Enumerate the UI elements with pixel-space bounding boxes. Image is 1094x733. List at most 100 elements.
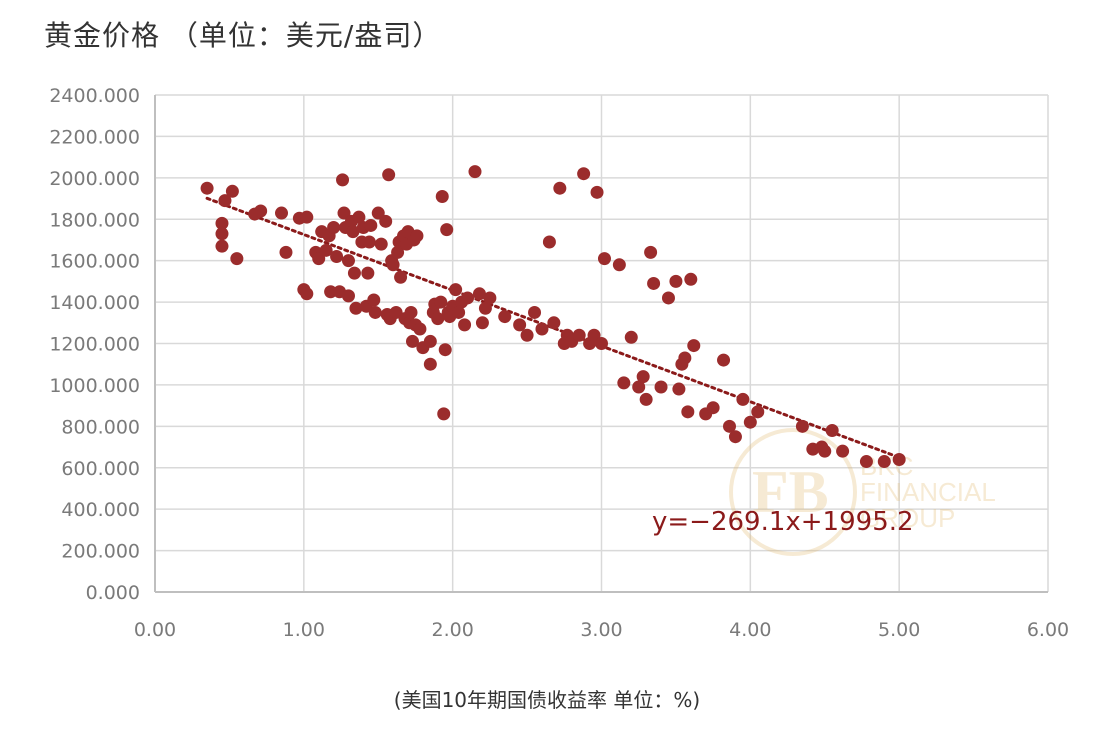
data-point [681,405,695,419]
data-point [572,328,586,342]
data-point [706,401,720,415]
data-point [312,252,326,266]
data-point [636,370,650,384]
data-point [836,444,850,458]
data-point [300,287,314,301]
data-point [431,312,445,326]
y-tick-label: 1000.000 [49,375,140,397]
trendline [205,196,901,459]
data-points [200,165,906,469]
x-tick-label: 2.00 [432,619,474,641]
data-point [877,455,891,469]
x-tick-label: 1.00 [283,619,325,641]
data-point [590,185,604,199]
data-point [520,328,534,342]
data-point [672,382,686,396]
data-point [410,229,424,243]
data-point [825,423,839,437]
y-tick-label: 1400.000 [49,292,140,314]
data-point [435,189,449,203]
data-point [577,167,591,181]
y-tick-label: 0.000 [86,582,140,604]
data-point [218,194,232,208]
data-point [394,270,408,284]
data-point [553,181,567,195]
y-tick-label: 200.000 [61,541,140,563]
data-point [423,334,437,348]
data-point [254,204,268,218]
data-point [452,305,466,319]
data-point [341,254,355,268]
data-point [624,330,638,344]
data-point [468,165,482,179]
y-tick-label: 600.000 [61,458,140,480]
y-tick-label: 2000.000 [49,168,140,190]
data-point [535,322,549,336]
data-point [361,266,375,280]
data-point [654,380,668,394]
data-point [434,295,448,309]
data-point [405,334,419,348]
data-point [404,305,418,319]
data-point [368,305,382,319]
data-point [200,181,214,195]
data-point [587,328,601,342]
x-tick-label: 6.00 [1027,619,1069,641]
data-point [461,291,475,305]
y-tick-labels: 0.000 200.000 400.000 600.000 800.000 1000.00… [49,85,140,604]
data-point [547,316,561,330]
y-tick-label: 400.000 [61,499,140,521]
data-point [684,272,698,286]
data-point [327,221,341,235]
svg-text:FINANCIAL: FINANCIAL [860,477,996,507]
svg-text:GROUP: GROUP [860,503,955,533]
data-point [483,291,497,305]
data-point [542,235,556,249]
data-point [717,353,731,367]
trendline-path [205,196,901,459]
data-point [632,380,646,394]
y-tick-label: 1800.000 [49,209,140,231]
data-point [330,250,344,264]
data-point [275,206,289,220]
svg-text:FB: FB [752,459,829,525]
data-point [438,343,452,357]
data-point [215,216,229,230]
data-point [722,419,736,433]
data-point [678,351,692,365]
data-point [379,214,393,228]
data-point [215,227,229,241]
x-tick-label: 5.00 [878,619,920,641]
data-point [743,415,757,429]
data-point [647,276,661,290]
data-point [215,239,229,253]
y-tick-label: 1600.000 [49,251,140,273]
data-point [595,337,608,350]
data-point [498,310,512,324]
data-point [324,285,338,299]
x-tick-label: 0.00 [134,619,176,641]
data-point [728,430,742,444]
data-point [751,405,765,419]
data-point [382,168,396,182]
data-point [225,184,239,198]
data-point [472,287,486,301]
data-point [687,339,701,353]
data-point [528,305,542,319]
y-tick-label: 800.000 [61,416,140,438]
data-point [597,252,611,266]
x-tick-labels: 0.00 1.00 2.00 3.00 4.00 5.00 6.00 [134,619,1069,641]
data-point [364,218,378,232]
data-point [458,318,472,332]
data-point [341,289,355,303]
x-axis-label: (美国10年期国债收益率 单位：%) [393,688,701,712]
data-point [413,322,427,336]
data-point [513,318,527,332]
data-point [391,245,405,259]
data-point [475,316,489,330]
data-point [437,407,451,421]
data-point [319,243,333,257]
data-point [449,283,463,297]
y-tick-label: 2200.000 [49,126,140,148]
data-point [337,206,351,220]
